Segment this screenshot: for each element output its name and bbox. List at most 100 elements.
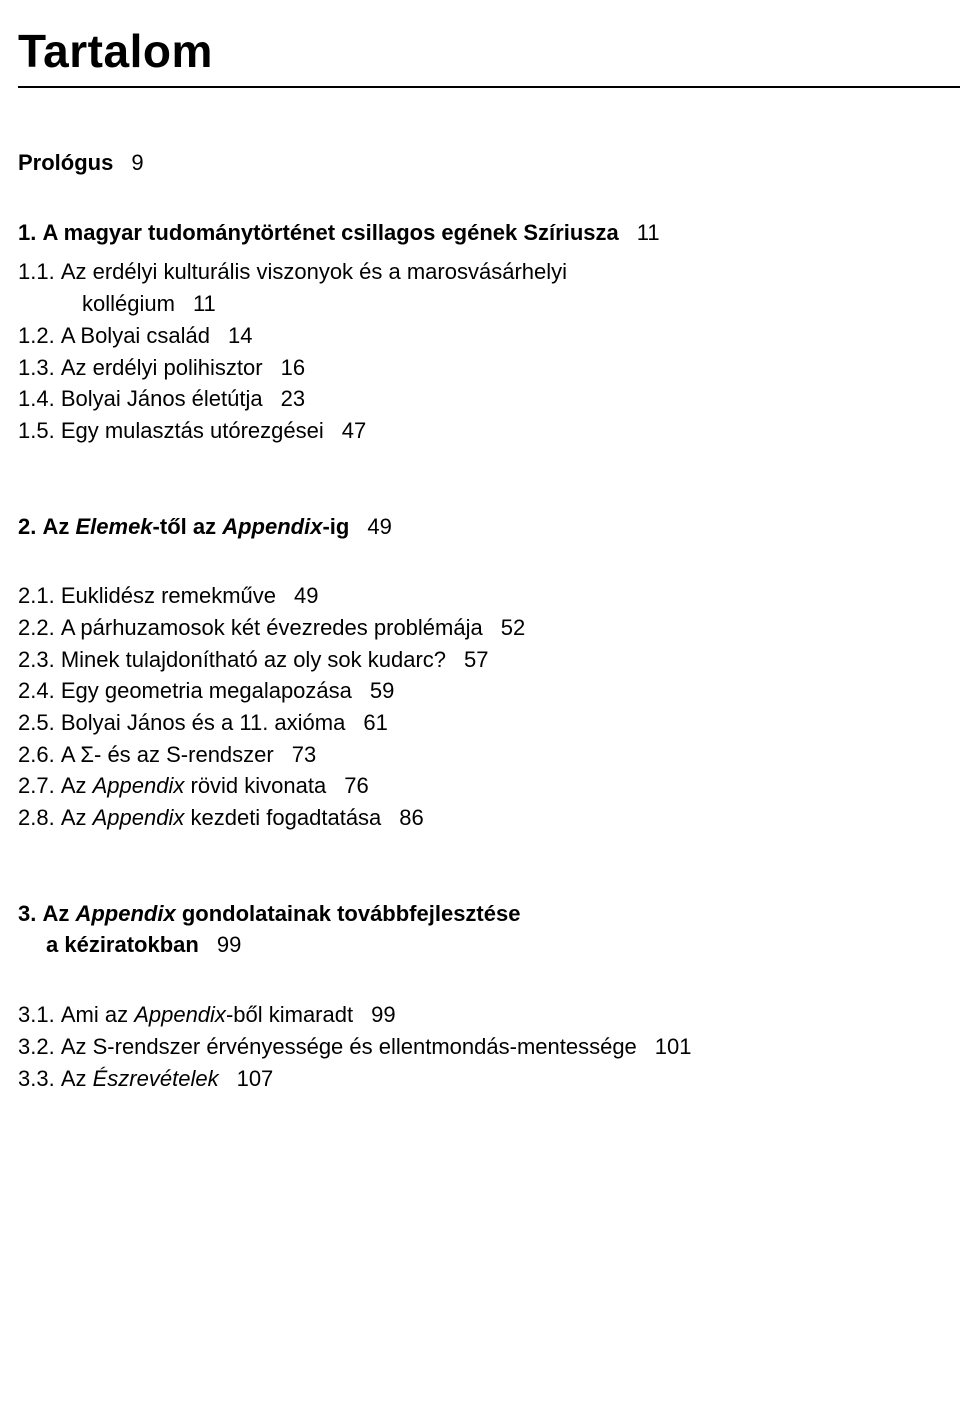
toc-section-3-head-line1: 3. Az Appendix gondolatainak továbbfejle… [18, 899, 960, 929]
entry-page: 61 [363, 708, 387, 738]
entry-num: 2.3. [18, 645, 55, 675]
toc-entry-1-3: 1.3. Az erdélyi polihisztor 16 [18, 353, 960, 383]
section-1-num: 1. [18, 218, 36, 248]
entry-num: 1.5. [18, 416, 55, 446]
toc-entry-2-8: 2.8. Az Appendix kezdeti fogadtatása 86 [18, 803, 960, 833]
toc-entry-2-5: 2.5. Bolyai János és a 11. axióma 61 [18, 708, 960, 738]
entry-text: Egy geometria megalapozása [61, 676, 352, 706]
entry-page: 73 [292, 740, 316, 770]
entry-text: Minek tulajdonítható az oly sok kudarc? [61, 645, 446, 675]
entry-num: 2.6. [18, 740, 55, 770]
text-part: Ami az [61, 1002, 134, 1027]
entry-text: A Bolyai család [61, 321, 210, 351]
toc-section-3-head-line2: a kéziratokban 99 [18, 930, 960, 960]
entry-page: 76 [344, 771, 368, 801]
entry-num: 1.1. [18, 257, 55, 287]
entry-page: 101 [655, 1032, 692, 1062]
section-1-page: 11 [637, 218, 660, 248]
toc-entry-3-2: 3.2. Az S-rendszer érvényessége és ellen… [18, 1032, 960, 1062]
entry-page: 59 [370, 676, 394, 706]
prologus-page: 9 [131, 148, 143, 178]
entry-num: 3.1. [18, 1000, 55, 1030]
text-italic: Elemek [75, 514, 152, 539]
text-italic: Appendix [222, 514, 322, 539]
text-italic: Appendix [93, 773, 185, 798]
section-2-text: Az Elemek-től az Appendix-ig [42, 512, 349, 542]
text-part: -ből kimaradt [226, 1002, 353, 1027]
entry-page: 86 [399, 803, 423, 833]
entry-page: 57 [464, 645, 488, 675]
section-1-text: A magyar tudománytörténet csillagos egén… [42, 218, 618, 248]
toc-entry-1-4: 1.4. Bolyai János életútja 23 [18, 384, 960, 414]
entry-num: 1.4. [18, 384, 55, 414]
entry-text: Az S-rendszer érvényessége és ellentmond… [61, 1032, 637, 1062]
entry-text: kollégium [82, 289, 175, 319]
entry-text: Az erdélyi kulturális viszonyok és a mar… [61, 257, 567, 287]
entry-page: 107 [237, 1064, 274, 1094]
entry-num: 1.3. [18, 353, 55, 383]
toc-entry-2-3: 2.3. Minek tulajdonítható az oly sok kud… [18, 645, 960, 675]
section-2-page: 49 [367, 512, 391, 542]
section-3-page: 99 [217, 930, 241, 960]
page-title: Tartalom [18, 20, 960, 82]
toc-entry-2-4: 2.4. Egy geometria megalapozása 59 [18, 676, 960, 706]
toc-entry-prologus: Prológus 9 [18, 148, 960, 178]
text-part: -ig [322, 514, 349, 539]
entry-num: 2.5. [18, 708, 55, 738]
text-part: gondolatainak továbbfejlesztése [176, 901, 521, 926]
text-part: Az [61, 773, 93, 798]
entry-page: 23 [281, 384, 305, 414]
toc-entry-3-3: 3.3. Az Észrevételek 107 [18, 1064, 960, 1094]
text-part: Az [42, 514, 75, 539]
entry-page: 47 [342, 416, 366, 446]
entry-num: 2.1. [18, 581, 55, 611]
entry-text: Ami az Appendix-ből kimaradt [61, 1000, 353, 1030]
entry-num: 2.8. [18, 803, 55, 833]
entry-page: 49 [294, 581, 318, 611]
toc-section-2-head: 2. Az Elemek-től az Appendix-ig 49 [18, 512, 960, 542]
entry-text: A Σ- és az S-rendszer [61, 740, 274, 770]
text-part: Az [61, 1066, 93, 1091]
text-part: rövid kivonata [184, 773, 326, 798]
section-3-text-line2: a kéziratokban [46, 930, 199, 960]
entry-num: 1.2. [18, 321, 55, 351]
entry-page: 52 [501, 613, 525, 643]
toc-entry-1-1-line1: 1.1. Az erdélyi kulturális viszonyok és … [18, 257, 960, 287]
toc-section-1-head: 1. A magyar tudománytörténet csillagos e… [18, 218, 960, 248]
entry-num: 3.3. [18, 1064, 55, 1094]
toc-entry-2-1: 2.1. Euklidész remekműve 49 [18, 581, 960, 611]
toc-entry-2-6: 2.6. A Σ- és az S-rendszer 73 [18, 740, 960, 770]
entry-page: 99 [371, 1000, 395, 1030]
entry-text: A párhuzamosok két évezredes problémája [61, 613, 483, 643]
entry-text: Egy mulasztás utórezgései [61, 416, 324, 446]
entry-text: Az Appendix kezdeti fogadtatása [61, 803, 381, 833]
text-part: Az [61, 805, 93, 830]
text-italic: Appendix [75, 901, 175, 926]
entry-page: 16 [281, 353, 305, 383]
entry-num: 2.4. [18, 676, 55, 706]
entry-page: 11 [193, 289, 216, 319]
section-3-text: Az Appendix gondolatainak továbbfejleszt… [42, 899, 520, 929]
entry-page: 14 [228, 321, 252, 351]
section-2-num: 2. [18, 512, 36, 542]
toc-entry-1-1-line2: kollégium 11 [18, 289, 960, 319]
prologus-label: Prológus [18, 148, 113, 178]
entry-text: Az Appendix rövid kivonata [61, 771, 326, 801]
entry-text: Az erdélyi polihisztor [61, 353, 263, 383]
text-italic: Appendix [134, 1002, 226, 1027]
entry-num: 2.7. [18, 771, 55, 801]
toc-entry-2-7: 2.7. Az Appendix rövid kivonata 76 [18, 771, 960, 801]
entry-num: 2.2. [18, 613, 55, 643]
entry-text: Bolyai János és a 11. axióma [61, 708, 346, 738]
text-part: kezdeti fogadtatása [184, 805, 381, 830]
section-3-num: 3. [18, 899, 36, 929]
text-italic: Észrevételek [93, 1066, 219, 1091]
toc-entry-2-2: 2.2. A párhuzamosok két évezredes problé… [18, 613, 960, 643]
toc-entry-3-1: 3.1. Ami az Appendix-ből kimaradt 99 [18, 1000, 960, 1030]
entry-text: Az Észrevételek [61, 1064, 219, 1094]
text-part: Az [42, 901, 75, 926]
text-part: -től az [153, 514, 223, 539]
title-rule [18, 86, 960, 88]
entry-text: Euklidész remekműve [61, 581, 276, 611]
text-italic: Appendix [93, 805, 185, 830]
